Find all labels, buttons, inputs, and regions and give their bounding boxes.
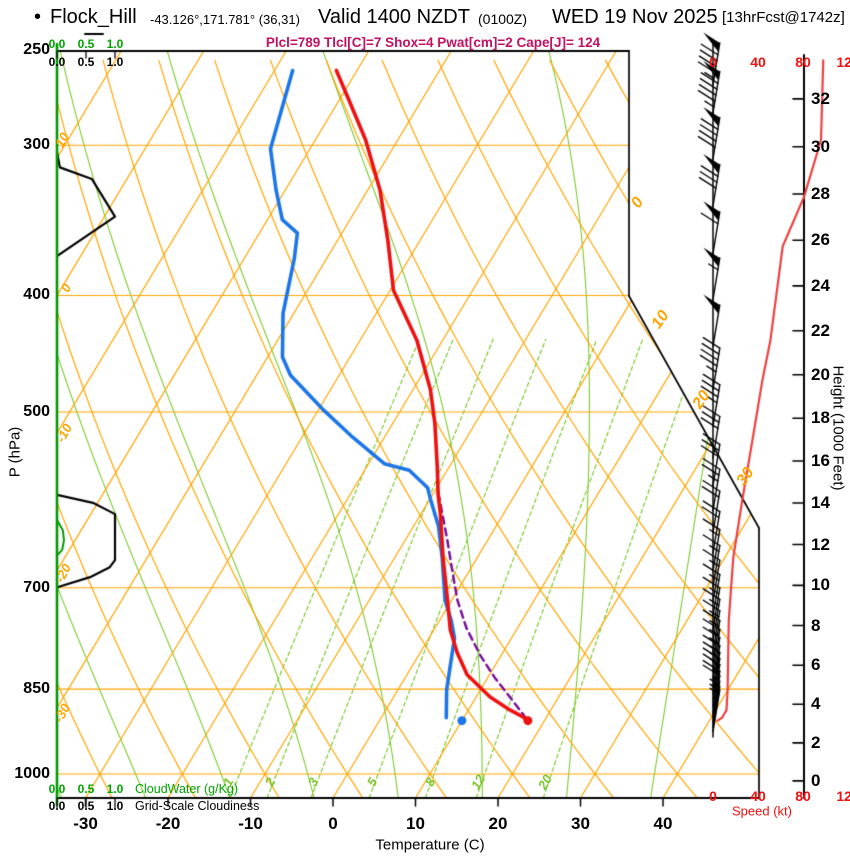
height-tick-label: 26 bbox=[811, 230, 830, 250]
temperature-tick-label: -10 bbox=[238, 814, 263, 833]
speed-tick-label-bottom: 120 bbox=[836, 788, 850, 804]
pressure-tick-label: 700 bbox=[23, 578, 50, 596]
temperature-axis-title: Temperature (C) bbox=[375, 836, 485, 854]
cloudwater-scale-top-label: 1.0 bbox=[106, 37, 124, 51]
height-tick-label: 22 bbox=[811, 320, 830, 340]
title-bullet-icon: • bbox=[34, 6, 42, 28]
height-axis-title: Height (1000 Feet) bbox=[829, 365, 847, 491]
height-tick-label: 16 bbox=[811, 450, 830, 470]
valid-date: WED 19 Nov 2025 bbox=[552, 6, 718, 28]
temperature-tick-label: 30 bbox=[571, 814, 590, 833]
height-tick-label: 0 bbox=[811, 770, 821, 790]
height-tick-label: 10 bbox=[811, 575, 830, 595]
height-tick-label: 18 bbox=[811, 408, 830, 428]
pressure-tick-label: 500 bbox=[23, 402, 50, 420]
cloudiness-scale-top-label: 1.0 bbox=[106, 55, 124, 69]
cloudiness-scale-bottom-label: 0.0 bbox=[48, 799, 66, 813]
station-coordinates: -43.126°,171.781° (36,31) bbox=[150, 12, 300, 27]
speed-tick-label-top: 80 bbox=[795, 54, 811, 70]
forecast-hour: [13hrFcst@1742z] bbox=[722, 9, 845, 26]
height-tick-label: 32 bbox=[811, 88, 830, 108]
speed-tick-label-top: 40 bbox=[750, 54, 766, 70]
cloudiness-scale-title: Grid-Scale Cloudiness bbox=[135, 799, 260, 813]
cloudwater-scale-title: CloudWater (g/Kg) bbox=[135, 782, 239, 796]
speed-tick-label-bottom: 40 bbox=[750, 788, 766, 804]
pressure-tick-label: 250 bbox=[23, 41, 50, 58]
temperature-tick-label: -30 bbox=[73, 814, 98, 833]
cloudwater-scale-bottom-label: 0.5 bbox=[77, 782, 95, 796]
speed-tick-label-bottom: 80 bbox=[795, 788, 811, 804]
pressure-tick-label: 1000 bbox=[14, 764, 50, 782]
height-tick-label: 6 bbox=[811, 655, 821, 675]
height-tick-label: 12 bbox=[811, 534, 830, 554]
height-tick-label: 28 bbox=[811, 183, 830, 203]
temperature-tick-label: 10 bbox=[406, 814, 425, 833]
temperature-tick-label: 40 bbox=[653, 814, 673, 833]
height-tick-label: 4 bbox=[811, 694, 821, 714]
temperature-tick-label: -20 bbox=[155, 814, 181, 833]
height-tick-label: 30 bbox=[811, 136, 830, 156]
cloudiness-scale-bottom-label: 1.0 bbox=[106, 799, 124, 813]
pressure-axis-title: P (hPa) bbox=[6, 426, 24, 478]
temperature-tick-label: 20 bbox=[488, 814, 508, 833]
height-tick-label: 24 bbox=[811, 275, 830, 295]
height-tick-label: 8 bbox=[811, 615, 821, 635]
cloudwater-scale-top-label: 0.0 bbox=[48, 37, 66, 51]
height-tick-label: 14 bbox=[811, 493, 830, 513]
station-name: Flock_Hill bbox=[50, 6, 137, 28]
pressure-tick-label: 300 bbox=[23, 136, 50, 154]
cloudwater-scale-top-label: 0.5 bbox=[77, 37, 95, 51]
zulu-time: (0100Z) bbox=[478, 11, 528, 27]
speed-axis-title: Speed (kt) bbox=[732, 803, 792, 819]
cloudiness-scale-top-label: 0.5 bbox=[77, 55, 95, 69]
cloudiness-scale-top-label: 0.0 bbox=[48, 55, 66, 69]
pressure-tick-label: 850 bbox=[23, 680, 50, 698]
pressure-tick-label: 400 bbox=[23, 286, 50, 304]
speed-tick-label-top: 0 bbox=[709, 54, 717, 70]
cloudiness-scale-bottom-label: 0.5 bbox=[77, 799, 95, 813]
speed-tick-label-bottom: 0 bbox=[709, 788, 717, 804]
height-tick-label: 20 bbox=[811, 364, 830, 384]
valid-time: Valid 1400 NZDT bbox=[318, 6, 470, 28]
stability-indices-line: Plcl=789 Tlcl[C]=7 Shox=4 Pwat[cm]=2 Cap… bbox=[265, 35, 601, 50]
speed-tick-label-top: 120 bbox=[836, 54, 850, 70]
height-tick-label: 2 bbox=[811, 732, 821, 752]
temperature-tick-label: 0 bbox=[328, 814, 338, 833]
cloudwater-scale-bottom-label: 0.0 bbox=[48, 782, 66, 796]
cloudwater-scale-bottom-label: 1.0 bbox=[106, 782, 124, 796]
